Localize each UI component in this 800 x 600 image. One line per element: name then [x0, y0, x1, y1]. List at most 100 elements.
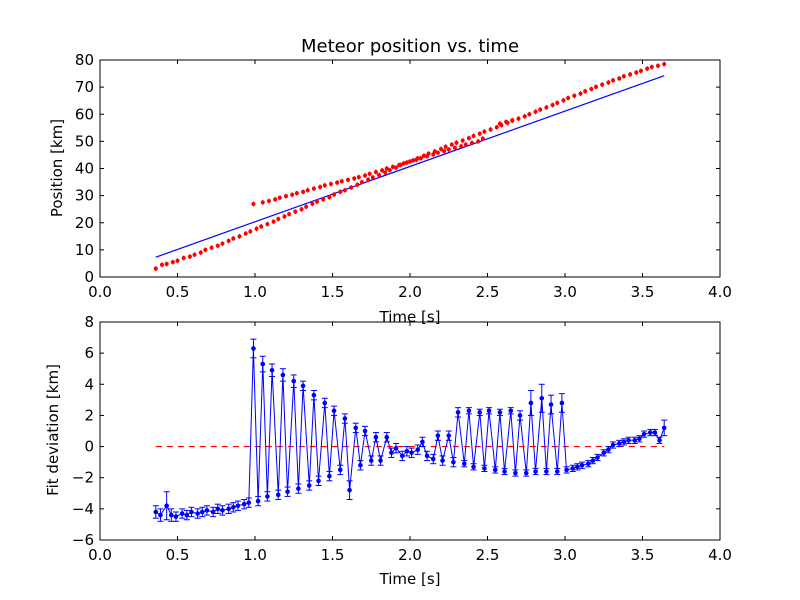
position-point [497, 121, 502, 126]
position-point [566, 95, 571, 100]
position-point [452, 145, 457, 150]
bottom-x-axis-label: Time [s] [379, 570, 441, 588]
position-point [231, 236, 236, 241]
deviation-point [189, 509, 194, 515]
position-point [287, 212, 292, 217]
position-point [538, 107, 543, 112]
position-point [494, 125, 499, 130]
deviation-point [322, 400, 328, 406]
top-x-tick-label: 0.0 [88, 283, 112, 301]
position-point [356, 175, 361, 180]
deviation-point [497, 410, 503, 415]
deviation-point [378, 458, 383, 463]
position-point [304, 204, 309, 209]
deviation-point [265, 494, 270, 499]
deviation-point [601, 450, 607, 456]
deviation-point [204, 508, 210, 513]
position-point [277, 195, 282, 200]
top-y-tick-label: 0 [84, 268, 94, 286]
top-y-tick-label: 50 [75, 132, 94, 150]
deviation-point [342, 416, 348, 421]
deviation-point [404, 448, 410, 454]
position-point [459, 144, 464, 149]
position-point [342, 188, 347, 193]
deviation-point [158, 512, 163, 518]
position-point [315, 199, 319, 204]
top-y-tick-label: 60 [75, 105, 94, 123]
position-point [363, 173, 368, 178]
position-point [335, 180, 340, 185]
position-point [408, 159, 412, 164]
position-point [251, 202, 256, 207]
position-point [284, 194, 288, 199]
deviation-point [482, 466, 487, 471]
bottom-x-tick-label: 3.0 [553, 546, 577, 564]
deviation-point [291, 378, 297, 384]
deviation-point [517, 413, 523, 418]
position-point [260, 200, 265, 205]
position-point [192, 252, 197, 257]
deviation-point [215, 506, 221, 512]
position-point [377, 173, 381, 178]
position-point [662, 62, 667, 67]
deviation-point [559, 400, 565, 406]
deviation-point [632, 438, 638, 443]
fit-line [155, 75, 665, 258]
position-point [443, 144, 448, 149]
position-point [394, 165, 399, 170]
deviation-point [477, 410, 483, 415]
position-point [471, 133, 476, 138]
deviation-point [373, 434, 379, 440]
deviation-point [269, 367, 275, 373]
deviation-point [296, 486, 301, 491]
position-point [248, 229, 253, 234]
position-point [606, 80, 611, 85]
position-point [527, 112, 532, 117]
position-point [305, 188, 310, 193]
position-point [578, 91, 583, 96]
position-point [367, 171, 372, 176]
top-x-tick-label: 1.5 [321, 283, 345, 301]
position-point [328, 181, 333, 186]
deviation-point [585, 461, 591, 467]
bottom-x-tick-label: 2.5 [476, 546, 500, 564]
position-point [583, 89, 588, 94]
position-point [153, 266, 158, 271]
deviation-point [337, 467, 343, 473]
deviation-point [358, 462, 363, 468]
bottom-y-tick-label: 0 [84, 438, 94, 456]
position-point [321, 197, 326, 202]
position-point [482, 129, 487, 134]
bottom-x-tick-label: 2.0 [398, 546, 422, 564]
position-point [466, 136, 471, 141]
position-point [454, 140, 459, 145]
deviation-point [548, 402, 554, 407]
position-point [621, 74, 626, 79]
position-point [449, 142, 454, 147]
position-point [476, 139, 481, 144]
top-x-tick-label: 2.0 [398, 283, 422, 301]
bottom-x-tick-label: 1.5 [321, 546, 345, 564]
deviation-point [544, 469, 549, 474]
position-point [617, 76, 622, 81]
bottom-y-tick-label: 4 [84, 375, 94, 393]
position-point [435, 150, 440, 155]
position-point [414, 157, 419, 162]
position-point [383, 170, 388, 175]
deviation-point [235, 503, 241, 509]
deviation-point [424, 453, 430, 459]
chart-title: Meteor position vs. time [301, 36, 519, 57]
deviation-point [641, 431, 647, 437]
top-y-axis-label: Position [km] [48, 119, 66, 217]
top-y-tick-label: 30 [75, 187, 94, 205]
position-point [594, 84, 598, 89]
deviation-point [362, 428, 368, 434]
position-point [327, 195, 332, 200]
deviation-point [455, 410, 461, 415]
deviation-point [285, 489, 290, 495]
position-point [480, 136, 485, 141]
position-point [432, 149, 437, 154]
deviation-point [606, 447, 611, 452]
position-point [401, 161, 406, 166]
